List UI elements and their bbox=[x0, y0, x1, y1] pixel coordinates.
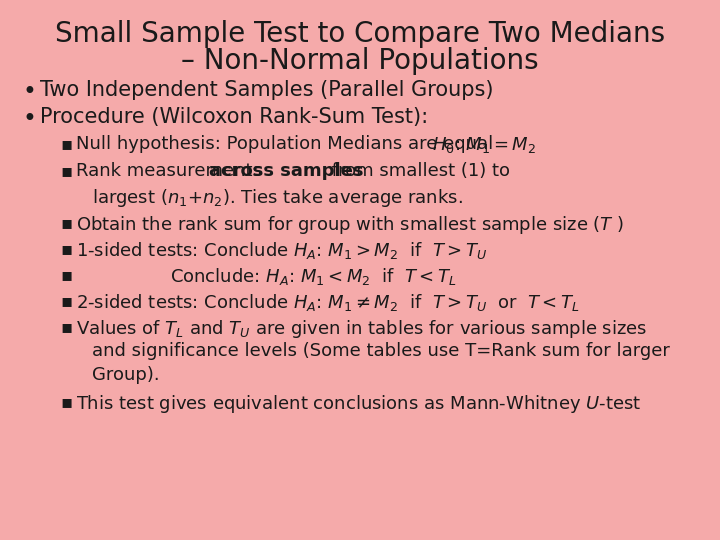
Text: Two Independent Samples (Parallel Groups): Two Independent Samples (Parallel Groups… bbox=[40, 80, 493, 100]
Text: ▪: ▪ bbox=[60, 162, 72, 180]
Text: Values of $T_L$ and $T_U$ are given in tables for various sample sizes: Values of $T_L$ and $T_U$ are given in t… bbox=[76, 318, 647, 340]
Text: ▪: ▪ bbox=[60, 292, 72, 310]
Text: Obtain the rank sum for group with smallest sample size ($T$ ): Obtain the rank sum for group with small… bbox=[76, 214, 624, 236]
Text: ▪: ▪ bbox=[60, 393, 72, 411]
Text: ▪: ▪ bbox=[60, 266, 72, 284]
Text: Null hypothesis: Population Medians are equal: Null hypothesis: Population Medians are … bbox=[76, 135, 505, 153]
Text: and significance levels (Some tables use T=Rank sum for larger: and significance levels (Some tables use… bbox=[92, 342, 670, 360]
Text: largest ($n_1$+$n_2$). Ties take average ranks.: largest ($n_1$+$n_2$). Ties take average… bbox=[92, 187, 463, 209]
Text: ▪: ▪ bbox=[60, 214, 72, 232]
Text: ▪: ▪ bbox=[60, 135, 72, 153]
Text: Conclude: $H_A$: $M_1 < M_2$  if  $T < T_L$: Conclude: $H_A$: $M_1 < M_2$ if $T < T_L… bbox=[170, 266, 456, 287]
Text: ▪: ▪ bbox=[60, 318, 72, 336]
Text: •: • bbox=[22, 107, 36, 131]
Text: – Non-Normal Populations: – Non-Normal Populations bbox=[181, 47, 539, 75]
Text: across samples: across samples bbox=[209, 162, 364, 180]
Text: 2-sided tests: Conclude $H_A$: $M_1 \neq M_2$  if  $T > T_U$  or  $T < T_L$: 2-sided tests: Conclude $H_A$: $M_1 \neq… bbox=[76, 292, 580, 313]
Text: •: • bbox=[22, 80, 36, 104]
Text: Group).: Group). bbox=[92, 366, 160, 384]
Text: 1-sided tests: Conclude $H_A$: $M_1 > M_2$  if  $T > T_U$: 1-sided tests: Conclude $H_A$: $M_1 > M_… bbox=[76, 240, 487, 261]
Text: ▪: ▪ bbox=[60, 240, 72, 258]
Text: Procedure (Wilcoxon Rank-Sum Test):: Procedure (Wilcoxon Rank-Sum Test): bbox=[40, 107, 428, 127]
Text: This test gives equivalent conclusions as Mann-Whitney $U$-test: This test gives equivalent conclusions a… bbox=[76, 393, 642, 415]
Text: Rank measurements: Rank measurements bbox=[76, 162, 268, 180]
Text: from smallest (1) to: from smallest (1) to bbox=[326, 162, 510, 180]
Text: $H_0$: $M_1 = M_2$: $H_0$: $M_1 = M_2$ bbox=[432, 135, 536, 155]
Text: Small Sample Test to Compare Two Medians: Small Sample Test to Compare Two Medians bbox=[55, 20, 665, 48]
